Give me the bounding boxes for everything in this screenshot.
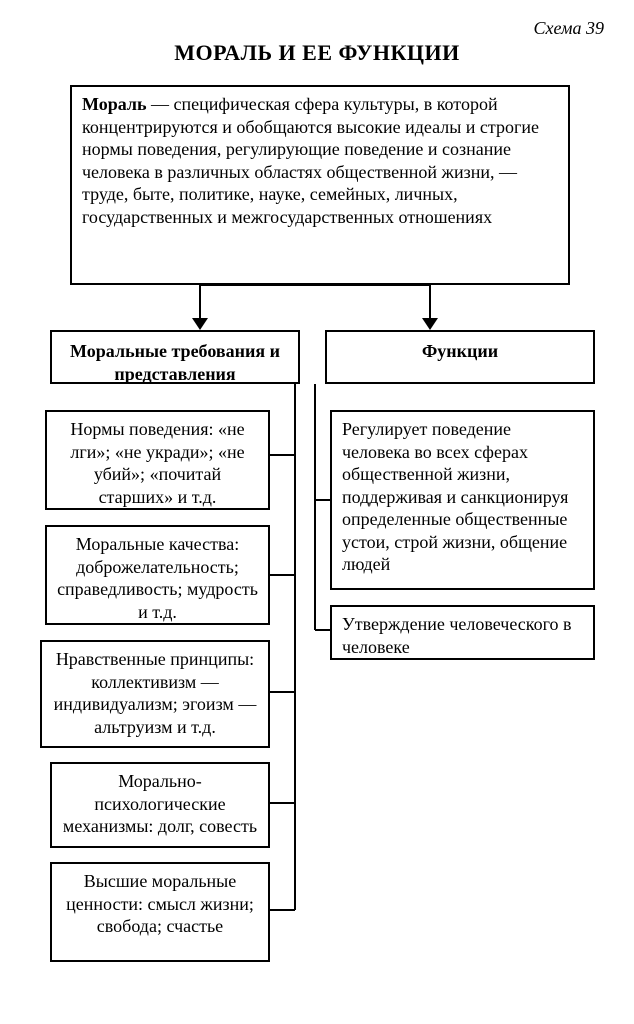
right-item-1: Утверждение человеческого в человеке xyxy=(330,605,595,660)
left-item-2: Нравственные принципы: коллективизм — ин… xyxy=(40,640,270,748)
definition-term: Мораль xyxy=(82,94,147,114)
left-item-3: Морально-психологические механизмы: долг… xyxy=(50,762,270,848)
left-item-0: Нормы поведения: «не лги»; «не укради»; … xyxy=(45,410,270,510)
left-item-4: Высшие моральные ценности: смысл жизни; … xyxy=(50,862,270,962)
definition-text: — специфическая сфера культуры, в которо… xyxy=(82,94,539,227)
right-item-0: Регулирует поведение человека во всех сф… xyxy=(330,410,595,590)
schema-label: Схема 39 xyxy=(533,18,604,39)
left-column-header: Моральные требования и представления xyxy=(50,330,300,384)
left-item-1: Моральные качества: доброжелательность; … xyxy=(45,525,270,625)
right-column-header: Функции xyxy=(325,330,595,384)
page-title: МОРАЛЬ И ЕЕ ФУНКЦИИ xyxy=(0,40,634,66)
definition-box: Мораль — специфическая сфера культуры, в… xyxy=(70,85,570,285)
